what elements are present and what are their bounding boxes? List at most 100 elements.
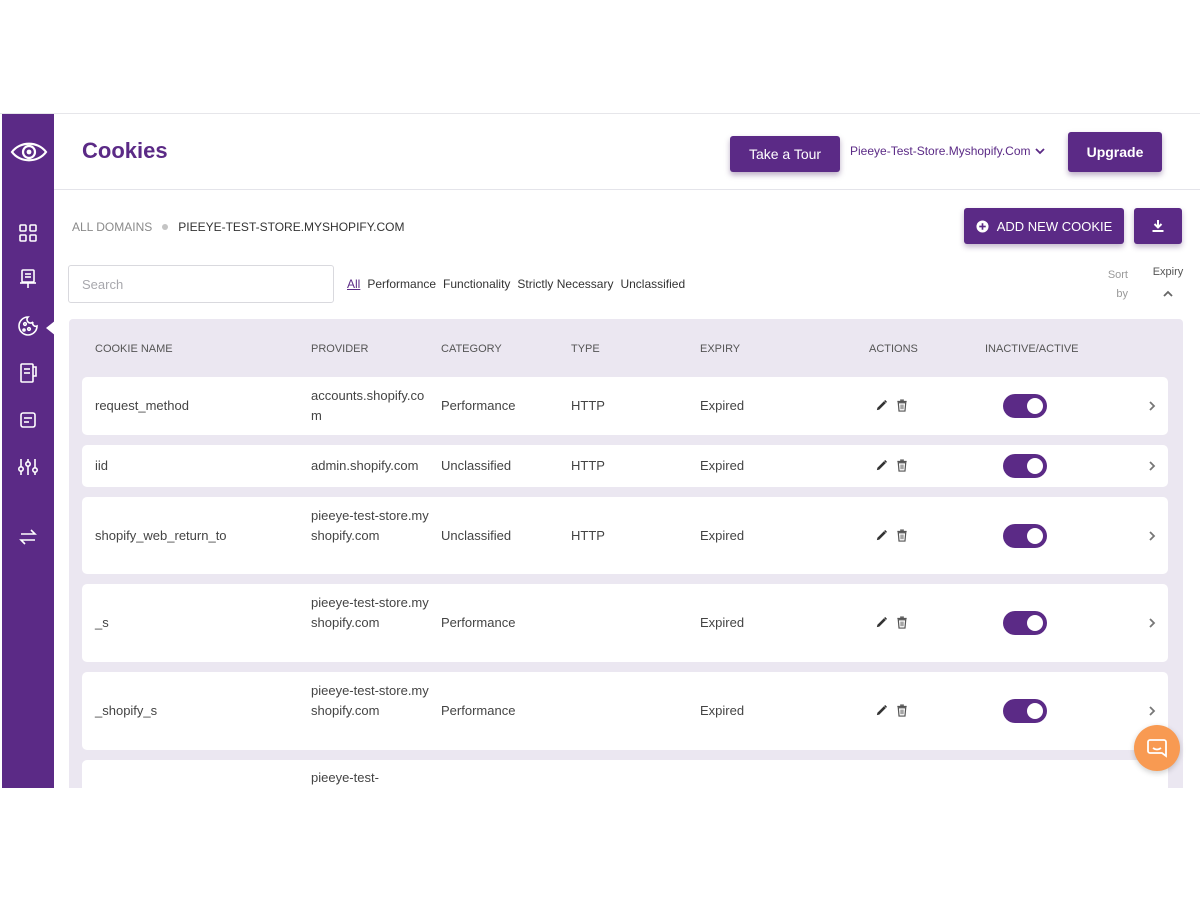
delete-trash-icon[interactable] (896, 704, 908, 720)
delete-trash-icon[interactable] (896, 528, 908, 545)
cookie-name-cell: _s (95, 615, 109, 630)
row-actions (875, 528, 908, 545)
filter-unclassified[interactable]: Unclassified (620, 277, 686, 291)
chat-bubble-icon (1147, 739, 1167, 758)
document-list-icon[interactable] (15, 360, 41, 386)
edit-pencil-icon[interactable] (875, 529, 888, 545)
category-cell: Performance (441, 615, 516, 630)
cookie-name-cell: shopify_web_return_to (95, 527, 227, 543)
filter-performance[interactable]: Performance (367, 277, 437, 291)
category-cell: Performance (441, 703, 516, 718)
provider-cell: pieeye-test-store.myshopify.com (311, 507, 429, 543)
expiry-cell: Expired (700, 398, 745, 413)
table-header: COOKIE NAME PROVIDER CATEGORY TYPE EXPIR… (69, 319, 1183, 377)
row-actions (875, 704, 908, 720)
store-selector[interactable]: Pieeye-Test-Store.Myshopify.Com (850, 144, 1045, 158)
chevron-right-icon[interactable] (1146, 400, 1158, 412)
chevron-right-icon[interactable] (1146, 617, 1158, 629)
chevron-right-icon[interactable] (1146, 460, 1158, 472)
cookie-icon[interactable] (15, 313, 41, 339)
column-header-expiry: EXPIRY (700, 343, 741, 355)
active-toggle[interactable] (1003, 523, 1047, 548)
category-cell: Unclassified (441, 458, 512, 473)
chat-launcher-button[interactable] (1134, 725, 1180, 771)
delete-trash-icon[interactable] (896, 399, 908, 415)
column-header-cookie-name: COOKIE NAME (95, 343, 173, 355)
chevron-down-icon (1034, 148, 1045, 155)
provider-cell: accounts.shopify.com (311, 388, 425, 423)
add-new-cookie-button[interactable]: ADD NEW COOKIE (964, 208, 1124, 244)
provider-cell: pieeye-test-store.myshopify.com (311, 595, 429, 630)
active-toggle[interactable] (1003, 394, 1047, 418)
type-cell: HTTP (571, 398, 605, 413)
table-row[interactable]: shopify_web_return_to pieeye-test-store.m… (82, 497, 1168, 574)
column-header-category: CATEGORY (441, 343, 502, 355)
note-icon[interactable] (15, 407, 41, 433)
table-row[interactable]: request_method accounts.shopify.com Perfor… (82, 377, 1168, 435)
breadcrumb-current-domain: PIEEYE-TEST-STORE.MYSHOPIFY.COM (178, 220, 405, 234)
category-cell: Unclassified (441, 527, 512, 543)
header: Cookies Take a Tour Pieeye-Test-Store.My… (54, 114, 1200, 190)
column-header-inactive-active: INACTIVE/ACTIVE (985, 343, 1079, 355)
provider-cell: admin.shopify.com (311, 458, 419, 473)
eye-logo-icon[interactable] (10, 136, 48, 168)
type-cell: HTTP (571, 527, 605, 543)
sliders-icon[interactable] (15, 454, 41, 480)
download-icon (1152, 220, 1164, 232)
active-toggle[interactable] (1003, 611, 1047, 635)
expiry-cell: Expired (700, 458, 745, 473)
provider-cell: pieeye-test- (311, 770, 379, 785)
active-indicator (46, 320, 56, 336)
app-window: Cookies Take a Tour Pieeye-Test-Store.My… (0, 113, 1200, 788)
chevron-right-icon[interactable] (1146, 705, 1158, 717)
plus-circle-icon (976, 219, 989, 233)
cookies-table: COOKIE NAME PROVIDER CATEGORY TYPE EXPIR… (69, 319, 1183, 788)
delete-trash-icon[interactable] (896, 459, 908, 475)
filter-strictly-necessary[interactable]: Strictly Necessary (517, 277, 614, 291)
presentation-icon[interactable] (15, 266, 41, 292)
cookie-name-cell: iid (95, 458, 109, 473)
chevron-right-icon[interactable] (1146, 530, 1158, 542)
cookie-name-cell: request_method (95, 398, 189, 413)
search-input[interactable] (68, 265, 334, 303)
category-cell: Performance (441, 398, 516, 413)
download-button[interactable] (1134, 208, 1182, 244)
column-header-actions: ACTIONS (869, 343, 918, 355)
table-row[interactable]: _s pieeye-test-store.myshopify.com Perform… (82, 584, 1168, 662)
sort-label: Sort by (1107, 269, 1128, 300)
swap-arrows-icon[interactable] (15, 524, 41, 550)
active-toggle[interactable] (1003, 454, 1047, 478)
edit-pencil-icon[interactable] (875, 616, 888, 632)
sort-field[interactable]: Expiry (1152, 266, 1184, 278)
breadcrumb-separator (162, 224, 169, 230)
cookie-name-cell: _shopify_s (95, 703, 158, 718)
category-filters: All Performance Functionality Strictly N… (347, 277, 685, 291)
dashboard-grid-icon[interactable] (15, 220, 41, 246)
breadcrumb: ALL DOMAINS PIEEYE-TEST-STORE.MYSHOPIFY.… (72, 220, 405, 234)
edit-pencil-icon[interactable] (875, 399, 888, 415)
column-header-type: TYPE (571, 343, 600, 355)
table-row[interactable]: _shopify_s pieeye-test-store.myshopify.co… (82, 672, 1168, 750)
active-toggle[interactable] (1003, 699, 1047, 723)
edit-pencil-icon[interactable] (875, 459, 888, 475)
edit-pencil-icon[interactable] (875, 704, 888, 720)
expiry-cell: Expired (700, 615, 745, 630)
table-row[interactable]: pieeye-test- (82, 760, 1168, 788)
provider-cell: pieeye-test-store.myshopify.com (311, 683, 429, 718)
row-actions (875, 399, 908, 415)
row-actions (875, 459, 908, 475)
breadcrumb-all-domains[interactable]: ALL DOMAINS (72, 220, 153, 234)
upgrade-button[interactable]: Upgrade (1068, 132, 1162, 172)
filter-functionality[interactable]: Functionality (443, 277, 511, 291)
chevron-up-icon[interactable] (1162, 288, 1174, 300)
filter-all[interactable]: All (347, 277, 361, 291)
table-row[interactable]: iid admin.shopify.com Unclassified HTTP Expi… (82, 445, 1168, 487)
expiry-cell: Expired (700, 527, 745, 543)
row-actions (875, 616, 908, 632)
type-cell: HTTP (571, 458, 605, 473)
delete-trash-icon[interactable] (896, 616, 908, 632)
take-a-tour-button[interactable]: Take a Tour (730, 136, 840, 172)
column-header-provider: PROVIDER (311, 343, 369, 355)
add-new-cookie-label: ADD NEW COOKIE (996, 218, 1113, 234)
store-selector-label: Pieeye-Test-Store.Myshopify.Com (850, 144, 1031, 158)
